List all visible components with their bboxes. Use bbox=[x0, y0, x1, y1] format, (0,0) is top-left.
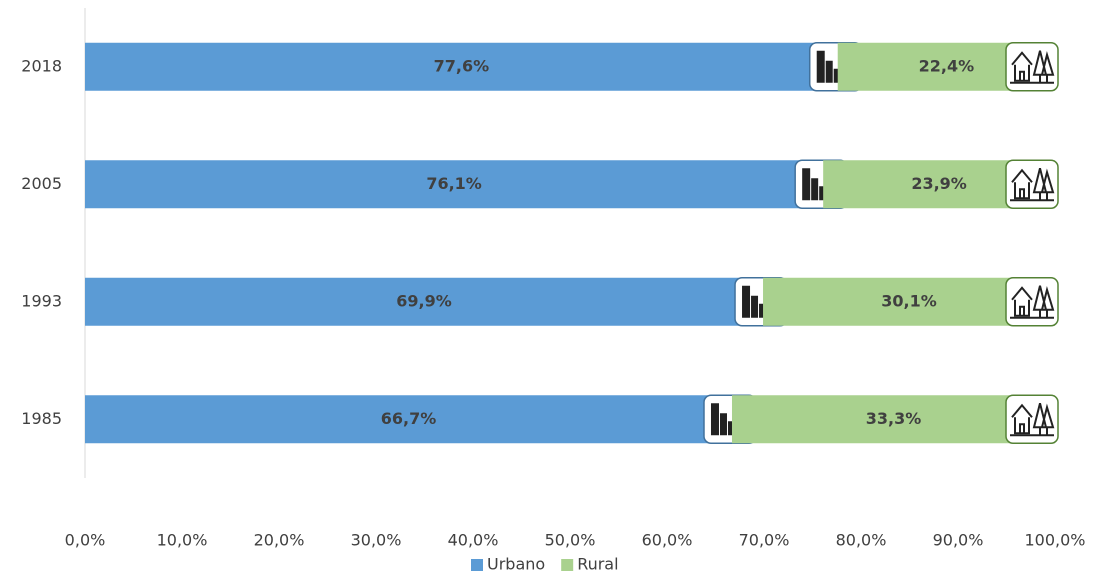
value-label: 69,9% bbox=[396, 291, 452, 310]
icon-shape bbox=[816, 50, 825, 83]
icon-shape bbox=[759, 303, 766, 318]
legend-swatch bbox=[471, 559, 483, 571]
house-icon bbox=[1005, 159, 1059, 209]
value-label: 33,3% bbox=[866, 409, 922, 428]
icon-shape bbox=[802, 168, 811, 201]
icon-shape bbox=[751, 295, 759, 318]
icon-shape bbox=[1010, 403, 1055, 437]
icon-shape bbox=[1011, 51, 1033, 82]
icon-shape bbox=[727, 421, 734, 436]
x-tick-label: 90,0% bbox=[933, 531, 984, 550]
bar-segment bbox=[85, 42, 838, 91]
value-label: 22,4% bbox=[919, 56, 975, 75]
icon-shape bbox=[819, 186, 826, 201]
x-tick-label: 60,0% bbox=[642, 531, 693, 550]
value-label: 23,9% bbox=[911, 174, 967, 193]
value-label: 76,1% bbox=[426, 174, 482, 193]
icon-shape bbox=[1011, 286, 1033, 317]
icon-shape bbox=[1010, 168, 1055, 202]
house-icon bbox=[1005, 277, 1059, 327]
value-label: 77,6% bbox=[434, 56, 490, 75]
x-tick-label: 50,0% bbox=[545, 531, 596, 550]
legend-label: Urbano bbox=[487, 555, 545, 574]
value-label: 66,7% bbox=[381, 409, 437, 428]
legend-swatch bbox=[561, 559, 574, 571]
y-tick-label: 2018 bbox=[21, 56, 62, 75]
x-tick-label: 30,0% bbox=[351, 531, 402, 550]
x-tick-label: 10,0% bbox=[157, 531, 208, 550]
x-tick-label: 100,0% bbox=[1024, 531, 1085, 550]
icon-shape bbox=[710, 403, 719, 436]
bar-segment bbox=[85, 277, 764, 326]
x-tick-label: 80,0% bbox=[836, 531, 887, 550]
icon-shape bbox=[1011, 168, 1033, 200]
icon-shape bbox=[1010, 50, 1055, 84]
value-label: 30,1% bbox=[881, 291, 937, 310]
y-tick-label: 1985 bbox=[21, 409, 62, 428]
x-tick-label: 70,0% bbox=[739, 531, 790, 550]
x-tick-label: 40,0% bbox=[448, 531, 499, 550]
icon-shape bbox=[1010, 285, 1055, 319]
x-tick-label: 20,0% bbox=[254, 531, 305, 550]
x-tick-label: 0,0% bbox=[65, 531, 106, 550]
icon-shape bbox=[833, 68, 840, 83]
icon-shape bbox=[811, 178, 819, 201]
bar-segment bbox=[85, 395, 732, 444]
icon-shape bbox=[742, 285, 751, 318]
bar-segment bbox=[731, 395, 1055, 444]
y-tick-label: 2005 bbox=[21, 174, 62, 193]
icon-shape bbox=[1011, 403, 1033, 435]
icon-shape bbox=[719, 413, 727, 436]
house-icon bbox=[1005, 394, 1059, 444]
bar-segment bbox=[85, 160, 824, 209]
y-tick-label: 1993 bbox=[21, 291, 62, 310]
legend-label: Rural bbox=[577, 555, 618, 574]
icon-shape bbox=[825, 60, 833, 83]
house-icon bbox=[1005, 42, 1059, 92]
